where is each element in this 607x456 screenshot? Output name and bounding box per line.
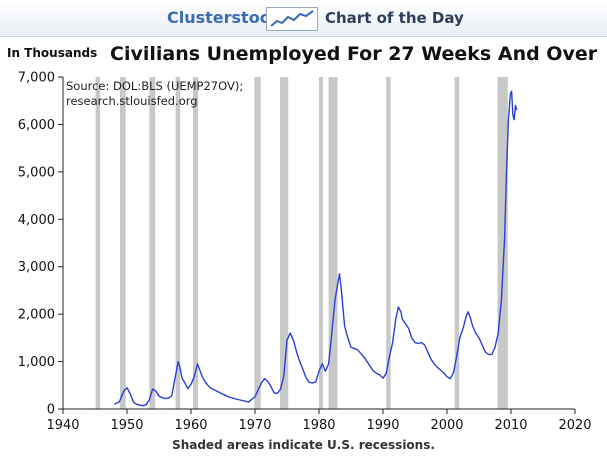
y-tick-label-1: 1,000	[18, 355, 55, 370]
y-tick-label-5: 5,000	[18, 165, 55, 180]
recession-band-11	[497, 77, 508, 409]
y-tick-label-0: 0	[47, 403, 55, 418]
y-tick-label-2: 2,000	[18, 308, 55, 323]
chart-title: Civilians Unemployed For 27 Weeks And Ov…	[110, 43, 598, 65]
recession-band-0	[95, 77, 101, 409]
x-tick-label-1: 1950	[110, 418, 143, 433]
recession-band-9	[386, 77, 391, 409]
trend-line-icon	[266, 7, 318, 31]
y-tick-label-3: 3,000	[18, 260, 55, 275]
series-line-0	[113, 90, 518, 407]
recession-band-7	[319, 77, 323, 409]
x-tick-label-3: 1970	[238, 418, 271, 433]
unit-label: In Thousands	[7, 46, 98, 60]
chart-of-the-day-label: Chart of the Day	[325, 9, 464, 27]
x-tick-label-7: 2010	[494, 418, 527, 433]
x-tick-label-8: 2020	[558, 418, 591, 433]
y-tick-label-6: 6,000	[18, 118, 55, 133]
x-tick-label-5: 1990	[366, 418, 399, 433]
source-line-2: research.stlouisfed.org	[66, 94, 198, 108]
y-tick-label-4: 4,000	[18, 213, 55, 228]
x-tick-label-2: 1960	[174, 418, 207, 433]
recession-band-2	[149, 77, 156, 409]
recession-band-5	[254, 77, 261, 409]
recession-band-3	[175, 77, 181, 409]
source-note: Source: DOL:BLS (UEMP27OV); research.stl…	[66, 79, 243, 109]
source-line-1: Source: DOL:BLS (UEMP27OV);	[66, 79, 244, 93]
recession-caption: Shaded areas indicate U.S. recessions.	[172, 438, 435, 452]
y-tick-label-7: 7,000	[18, 71, 55, 86]
recession-band-8	[328, 77, 338, 409]
x-tick-label-4: 1980	[302, 418, 335, 433]
recession-band-10	[454, 77, 460, 409]
brand-name: Clusterstock	[167, 8, 280, 27]
x-tick-label-6: 2000	[430, 418, 463, 433]
recession-band-6	[279, 77, 289, 409]
banner: Clusterstock Chart of the Day	[0, 0, 607, 37]
recession-band-4	[192, 77, 199, 409]
recession-band-1	[119, 77, 126, 409]
x-tick-label-0: 1940	[46, 418, 79, 433]
